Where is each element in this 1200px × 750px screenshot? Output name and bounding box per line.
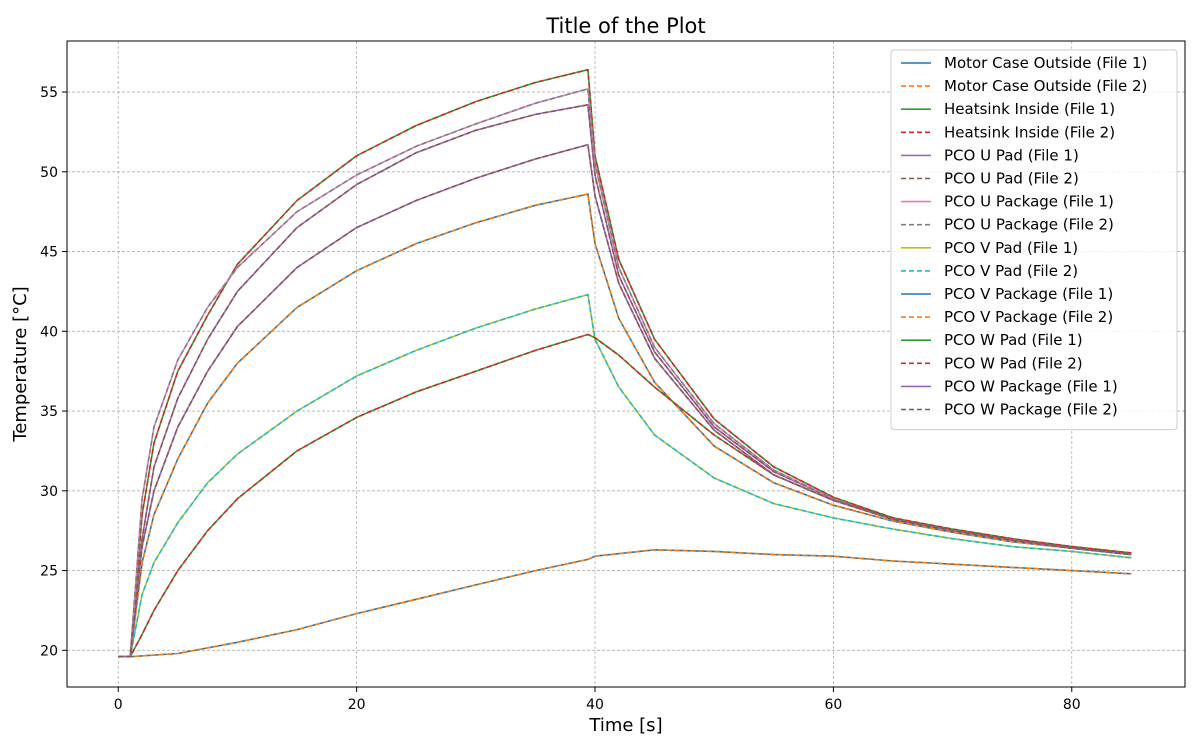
plot-area bbox=[118, 68, 1132, 658]
legend-entry: PCO W Package (File 2) bbox=[944, 401, 1118, 419]
y-tick-label: 50 bbox=[40, 165, 58, 181]
legend-entry: PCO W Pad (File 2) bbox=[944, 354, 1083, 372]
x-axis-label: Time [s] bbox=[588, 715, 662, 736]
legend-box bbox=[890, 49, 1178, 431]
y-tick-label: 35 bbox=[40, 404, 58, 420]
y-tick-label: 55 bbox=[40, 85, 58, 101]
axes-frame bbox=[66, 40, 1186, 688]
x-tick-label: 0 bbox=[114, 697, 123, 713]
legend-entry: PCO V Package (File 2) bbox=[944, 308, 1113, 326]
x-tick-label: 80 bbox=[1063, 697, 1081, 713]
legend: Motor Case Outside (File 1) Motor Case Ou… bbox=[890, 49, 1178, 431]
y-tick-label: 30 bbox=[40, 484, 58, 500]
legend-entry: PCO U Pad (File 1) bbox=[944, 146, 1079, 164]
y-tick-label: 25 bbox=[40, 564, 58, 580]
legend-entry: Heatsink Inside (File 1) bbox=[944, 100, 1115, 118]
legend-entry: Motor Case Outside (File 1) bbox=[944, 54, 1147, 72]
series-lines bbox=[118, 68, 1132, 658]
y-axis-label: Temperature [°C] bbox=[10, 286, 31, 442]
legend-entry: PCO W Pad (File 1) bbox=[944, 331, 1083, 349]
series-line-16 bbox=[118, 143, 1132, 658]
y-tick-label: 20 bbox=[40, 643, 58, 659]
series-line-13 bbox=[118, 333, 1132, 658]
x-axis: 0 20 40 60 80 bbox=[114, 687, 1081, 713]
legend-entry: PCO V Pad (File 2) bbox=[944, 262, 1078, 280]
y-axis: 20 25 30 35 40 45 50 55 bbox=[40, 85, 67, 659]
legend-entry: PCO W Package (File 1) bbox=[944, 377, 1118, 395]
legend-entry: Heatsink Inside (File 2) bbox=[944, 123, 1115, 141]
legend-entry: Motor Case Outside (File 2) bbox=[944, 77, 1147, 95]
legend-entry: PCO V Pad (File 1) bbox=[944, 239, 1078, 257]
series-line-10 bbox=[118, 293, 1132, 658]
legend-entry: PCO V Package (File 1) bbox=[944, 285, 1113, 303]
x-tick-label: 20 bbox=[348, 697, 366, 713]
y-tick-label: 45 bbox=[40, 245, 58, 261]
y-tick-label: 40 bbox=[40, 324, 58, 340]
x-tick-label: 40 bbox=[586, 697, 604, 713]
x-tick-label: 60 bbox=[824, 697, 842, 713]
series-line-2 bbox=[118, 549, 1132, 658]
series-line-12 bbox=[118, 193, 1132, 658]
legend-entry: PCO U Package (File 1) bbox=[944, 193, 1114, 211]
legend-entry: PCO U Pad (File 2) bbox=[944, 170, 1079, 188]
legend-entry: PCO U Package (File 2) bbox=[944, 216, 1114, 234]
series-line-4 bbox=[118, 68, 1132, 658]
chart-title: Title of the Plot bbox=[545, 14, 705, 38]
